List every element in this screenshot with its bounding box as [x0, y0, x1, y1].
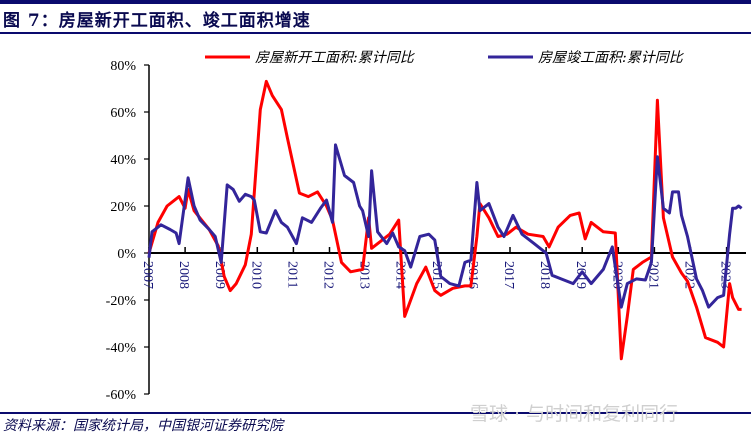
y-tick-label: 80%: [110, 59, 136, 74]
y-tick-label: -40%: [106, 341, 137, 356]
y-tick-label: 20%: [110, 200, 136, 215]
legend: 房屋新开工面积:累计同比 房屋竣工面积:累计同比: [205, 50, 685, 66]
x-tick-label: 2010: [248, 261, 263, 289]
top-border: [0, 0, 751, 4]
y-tick-label: 40%: [110, 153, 136, 168]
y-tick-label: 0%: [117, 247, 136, 262]
series-lines: [147, 79, 743, 361]
title-divider: [0, 32, 751, 34]
y-tick-label: -60%: [106, 388, 137, 403]
source-divider: [0, 412, 751, 414]
y-tick-label: 60%: [110, 106, 136, 121]
series-line-completions: [147, 143, 743, 309]
legend-label: 房屋竣工面积:累计同比: [538, 50, 685, 66]
x-tick-label: 2011: [284, 261, 299, 288]
x-tick-label: 2007: [140, 261, 155, 289]
series-line-new-starts: [147, 79, 742, 361]
figure-title: 图 7：房屋新开工面积、竣工面积增速: [3, 11, 311, 31]
x-tick-label: 2012: [321, 261, 336, 289]
x-tick-label: 2008: [176, 261, 191, 289]
axes: 80%60%40%20%0%-20%-40%-60%2007 2008 2009 20…: [106, 59, 746, 403]
source-note: 资料来源：国家统计局，中国银河证券研究院: [3, 418, 283, 434]
x-tick-label: 2017: [501, 261, 516, 289]
y-tick-label: -20%: [106, 294, 137, 309]
legend-label: 房屋新开工面积:累计同比: [255, 50, 416, 66]
x-tick-label: 2013: [357, 261, 372, 289]
x-tick-label: 2018: [537, 261, 552, 289]
watermark: 雪球 · 与时间和复利同行: [470, 403, 679, 425]
